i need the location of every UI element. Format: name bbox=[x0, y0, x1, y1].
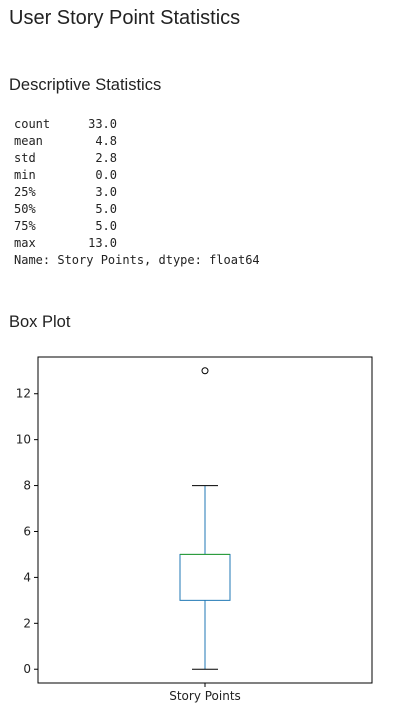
y-tick-label: 4 bbox=[23, 570, 31, 584]
stats-value: 13.0 bbox=[88, 236, 117, 250]
stats-value: 4.8 bbox=[95, 134, 117, 148]
stats-value: 5.0 bbox=[95, 202, 117, 216]
stats-value: 0.0 bbox=[95, 168, 117, 182]
stats-row-max: max 13.0 bbox=[14, 235, 260, 252]
stats-key: 50% bbox=[14, 202, 36, 216]
stats-row-min: min 0.0 bbox=[14, 167, 260, 184]
interquartile-box bbox=[179, 553, 231, 601]
y-tick-label: 2 bbox=[23, 616, 31, 630]
stats-row-25: 25% 3.0 bbox=[14, 184, 260, 201]
stats-key: std bbox=[14, 151, 36, 165]
stats-key: mean bbox=[14, 134, 43, 148]
stats-value: 3.0 bbox=[95, 185, 117, 199]
y-tick-label: 12 bbox=[16, 387, 31, 401]
stats-key: 75% bbox=[14, 219, 36, 233]
stats-value: 5.0 bbox=[95, 219, 117, 233]
stats-row-mean: mean 4.8 bbox=[14, 133, 260, 150]
outlier-point bbox=[201, 367, 209, 375]
stats-key: max bbox=[14, 236, 36, 250]
stats-footer: Name: Story Points, dtype: float64 bbox=[14, 253, 260, 267]
stats-key: min bbox=[14, 168, 36, 182]
box-plot-chart: 0 2 4 6 8 10 12 Story Points bbox=[16, 356, 373, 703]
stats-value: 33.0 bbox=[88, 117, 117, 131]
stats-key: count bbox=[14, 117, 51, 131]
y-tick-label: 10 bbox=[16, 433, 31, 447]
box-plot-heading: Box Plot bbox=[9, 313, 71, 331]
page-title: User Story Point Statistics bbox=[9, 7, 241, 29]
stats-value: 2.8 bbox=[95, 151, 117, 165]
y-tick-label: 8 bbox=[23, 479, 31, 493]
stats-row-75: 75% 5.0 bbox=[14, 218, 260, 235]
y-tick-label: 0 bbox=[23, 662, 31, 676]
descriptive-statistics-heading: Descriptive Statistics bbox=[9, 76, 162, 94]
stats-row-std: std 2.8 bbox=[14, 150, 260, 167]
stats-key: 25% bbox=[14, 185, 36, 199]
x-tick-label: Story Points bbox=[169, 689, 241, 703]
stats-row-50: 50% 5.0 bbox=[14, 201, 260, 218]
descriptive-statistics-output: count 33.0 mean 4.8 std 2.8 min 0.0 25% 3.0 5… bbox=[14, 116, 260, 269]
y-tick-label: 6 bbox=[23, 524, 31, 538]
stats-row-count: count 33.0 bbox=[14, 116, 260, 133]
